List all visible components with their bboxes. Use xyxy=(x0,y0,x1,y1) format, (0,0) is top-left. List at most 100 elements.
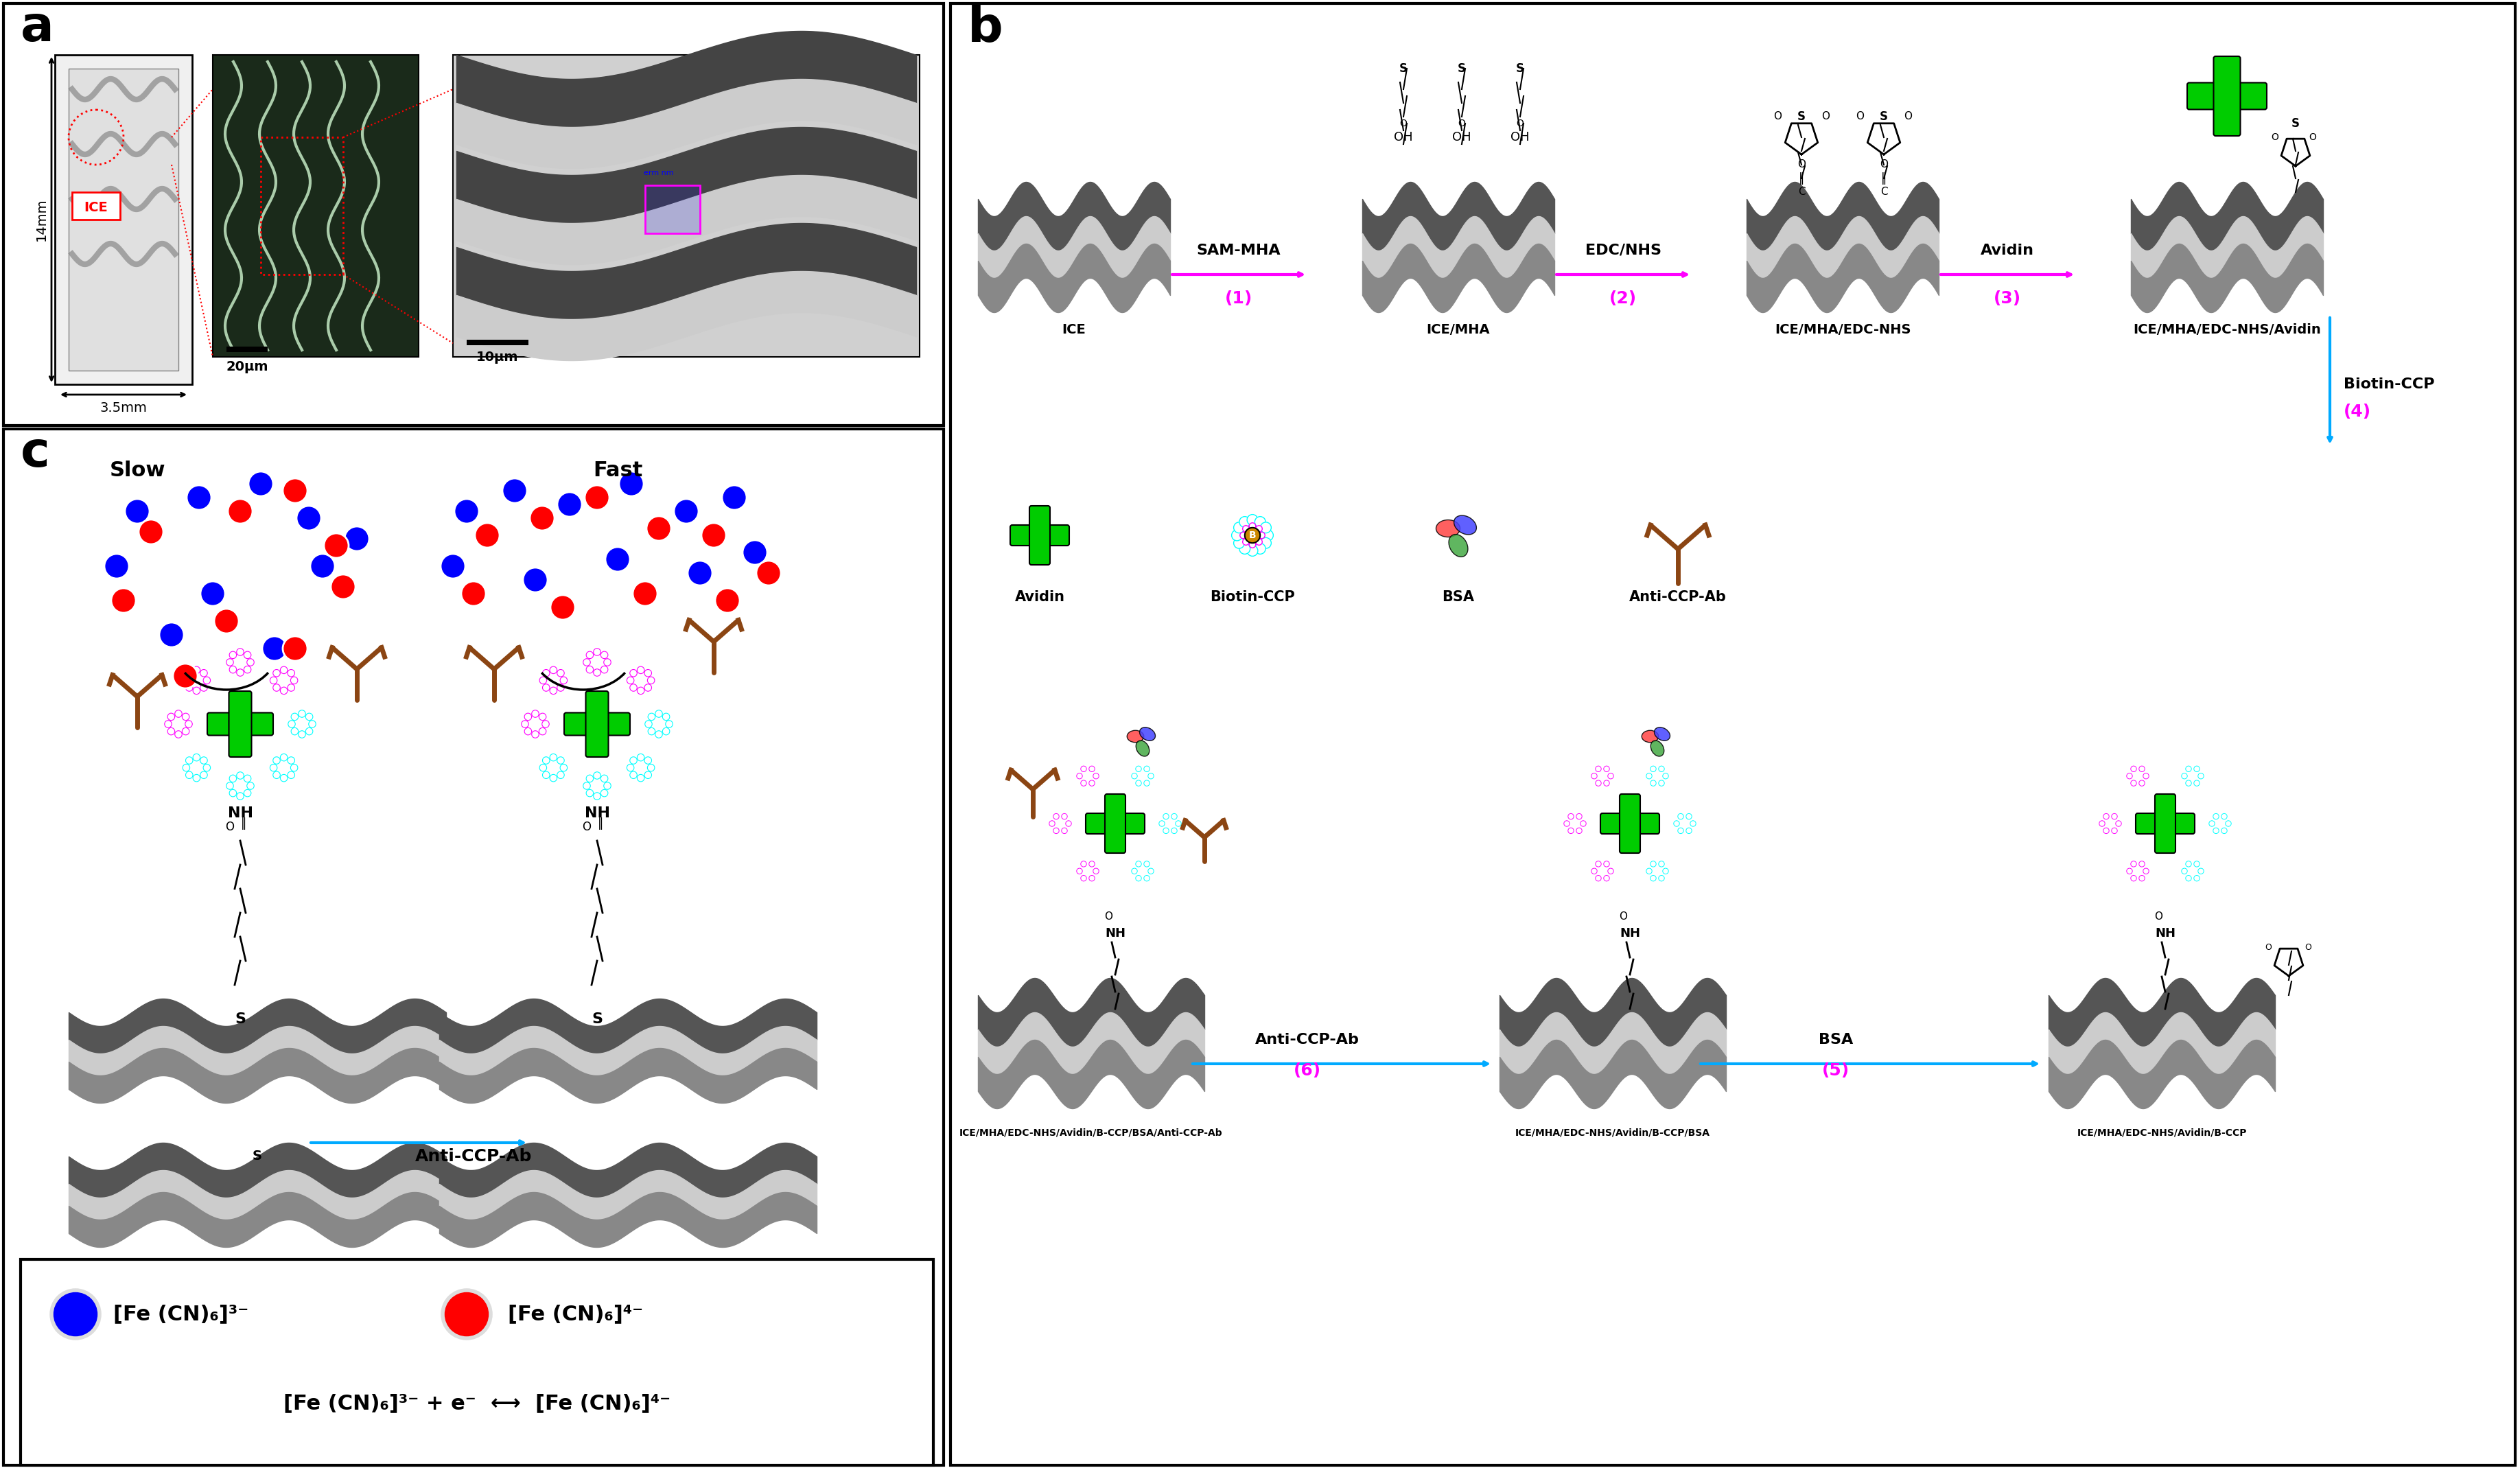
FancyBboxPatch shape xyxy=(229,691,252,757)
Circle shape xyxy=(1646,774,1653,780)
Circle shape xyxy=(1567,813,1575,819)
Circle shape xyxy=(557,684,564,691)
Text: B: B xyxy=(1250,530,1255,540)
Circle shape xyxy=(1094,868,1099,873)
FancyBboxPatch shape xyxy=(1620,794,1641,853)
Circle shape xyxy=(587,775,592,782)
Circle shape xyxy=(1137,781,1142,785)
Circle shape xyxy=(214,609,239,634)
Circle shape xyxy=(272,771,280,778)
Text: ‖: ‖ xyxy=(1880,172,1887,185)
Circle shape xyxy=(272,669,280,677)
Circle shape xyxy=(2139,862,2145,868)
Bar xyxy=(3,429,942,1465)
Circle shape xyxy=(310,553,335,578)
Circle shape xyxy=(2197,868,2205,873)
Circle shape xyxy=(1673,821,1678,826)
Circle shape xyxy=(1164,813,1169,819)
Circle shape xyxy=(1144,766,1149,772)
Circle shape xyxy=(2132,766,2137,772)
Circle shape xyxy=(1603,766,1610,772)
Text: ‖: ‖ xyxy=(242,818,247,829)
FancyBboxPatch shape xyxy=(1011,526,1068,546)
Circle shape xyxy=(655,731,663,738)
Circle shape xyxy=(2099,821,2104,826)
Text: erm nm: erm nm xyxy=(643,169,673,176)
Bar xyxy=(3,3,942,426)
Text: Avidin: Avidin xyxy=(1016,590,1066,603)
Circle shape xyxy=(2139,875,2145,881)
Circle shape xyxy=(1575,813,1583,819)
Text: O: O xyxy=(224,821,234,834)
Circle shape xyxy=(2195,781,2200,785)
Text: (6): (6) xyxy=(1293,1063,1320,1079)
Text: ICE: ICE xyxy=(1061,323,1086,336)
Circle shape xyxy=(645,721,653,728)
Circle shape xyxy=(582,782,590,790)
Circle shape xyxy=(600,790,607,797)
Text: Slow: Slow xyxy=(108,459,166,480)
Circle shape xyxy=(1242,539,1250,545)
Circle shape xyxy=(592,793,600,800)
Circle shape xyxy=(1658,862,1663,868)
Text: S: S xyxy=(234,1013,244,1026)
Circle shape xyxy=(592,772,600,780)
Circle shape xyxy=(630,757,638,763)
Circle shape xyxy=(524,713,532,721)
Bar xyxy=(950,3,2515,1465)
Circle shape xyxy=(585,486,610,509)
Text: O: O xyxy=(582,821,592,834)
Text: ICE/MHA/EDC-NHS/Avidin/B-CCP: ICE/MHA/EDC-NHS/Avidin/B-CCP xyxy=(2076,1127,2248,1138)
Circle shape xyxy=(2185,766,2192,772)
Circle shape xyxy=(174,711,181,718)
Circle shape xyxy=(305,728,312,735)
Text: Fast: Fast xyxy=(592,459,643,480)
Text: [Fe (CN)₆]³⁻ + e⁻  ⟷  [Fe (CN)₆]⁴⁻: [Fe (CN)₆]³⁻ + e⁻ ⟷ [Fe (CN)₆]⁴⁻ xyxy=(282,1393,670,1414)
Circle shape xyxy=(524,568,547,592)
Circle shape xyxy=(1094,774,1099,780)
Circle shape xyxy=(229,652,237,659)
Text: OH: OH xyxy=(1509,131,1530,144)
Circle shape xyxy=(244,775,252,782)
Text: O: O xyxy=(1618,912,1628,922)
Circle shape xyxy=(2210,821,2215,826)
Circle shape xyxy=(290,677,297,684)
Text: EDC/NHS: EDC/NHS xyxy=(1585,244,1661,257)
Circle shape xyxy=(1603,875,1610,881)
Circle shape xyxy=(50,1290,98,1339)
Circle shape xyxy=(1595,766,1600,772)
Text: O: O xyxy=(1822,112,1830,122)
Circle shape xyxy=(1658,781,1663,785)
Circle shape xyxy=(1255,526,1263,531)
Circle shape xyxy=(2195,875,2200,881)
Circle shape xyxy=(522,721,529,728)
Circle shape xyxy=(290,765,297,771)
Circle shape xyxy=(605,659,610,666)
Circle shape xyxy=(1081,781,1086,785)
Circle shape xyxy=(620,471,643,496)
Circle shape xyxy=(1137,862,1142,868)
Text: SAM-MHA: SAM-MHA xyxy=(1197,244,1280,257)
Bar xyxy=(260,138,343,275)
Circle shape xyxy=(229,775,237,782)
Circle shape xyxy=(529,506,554,530)
Bar xyxy=(55,54,192,385)
Circle shape xyxy=(2182,774,2187,780)
Circle shape xyxy=(199,669,207,677)
Text: S: S xyxy=(252,1149,262,1163)
Circle shape xyxy=(1066,821,1071,826)
Circle shape xyxy=(2139,781,2145,785)
Circle shape xyxy=(627,677,635,684)
Text: O: O xyxy=(2271,132,2278,142)
Circle shape xyxy=(587,652,592,659)
Circle shape xyxy=(2139,766,2145,772)
Text: O: O xyxy=(1104,912,1111,922)
Circle shape xyxy=(2112,828,2117,834)
Circle shape xyxy=(186,486,212,509)
FancyBboxPatch shape xyxy=(1028,506,1051,565)
Text: OH: OH xyxy=(1394,131,1414,144)
Circle shape xyxy=(2112,813,2117,819)
Circle shape xyxy=(1567,828,1575,834)
Circle shape xyxy=(1691,821,1696,826)
Circle shape xyxy=(2104,828,2109,834)
